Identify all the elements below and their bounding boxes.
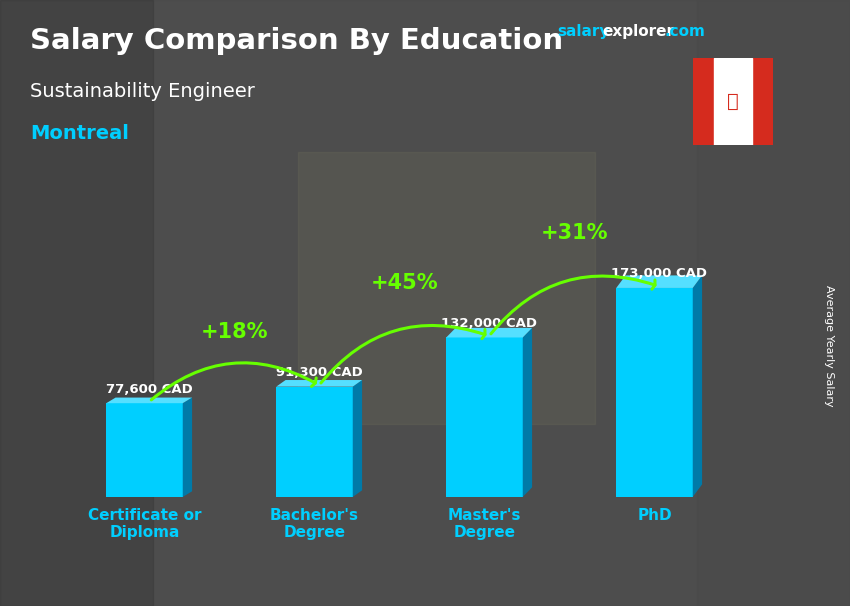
- Text: 173,000 CAD: 173,000 CAD: [611, 267, 707, 281]
- Polygon shape: [106, 403, 183, 497]
- Polygon shape: [616, 288, 693, 497]
- Text: Montreal: Montreal: [30, 124, 128, 143]
- Polygon shape: [523, 328, 532, 497]
- Text: explorer: explorer: [603, 24, 675, 39]
- Text: 🍁: 🍁: [728, 92, 739, 111]
- Text: 91,300 CAD: 91,300 CAD: [275, 366, 363, 379]
- Text: +31%: +31%: [541, 224, 608, 244]
- Bar: [298, 152, 595, 424]
- Text: +18%: +18%: [201, 322, 268, 342]
- Polygon shape: [183, 398, 192, 497]
- Text: 77,600 CAD: 77,600 CAD: [105, 382, 193, 396]
- Text: salary: salary: [557, 24, 609, 39]
- Text: 132,000 CAD: 132,000 CAD: [441, 317, 537, 330]
- Polygon shape: [616, 275, 702, 288]
- Bar: [752, 58, 774, 145]
- Polygon shape: [446, 328, 532, 338]
- Polygon shape: [276, 380, 362, 387]
- Text: Average Yearly Salary: Average Yearly Salary: [824, 285, 834, 406]
- Polygon shape: [693, 275, 702, 497]
- Text: Salary Comparison By Education: Salary Comparison By Education: [30, 27, 563, 55]
- Polygon shape: [276, 387, 353, 497]
- Bar: [714, 58, 752, 145]
- Text: +45%: +45%: [371, 273, 438, 293]
- Bar: [0, 0, 153, 606]
- Polygon shape: [106, 398, 192, 403]
- Bar: [697, 0, 850, 606]
- Text: Sustainability Engineer: Sustainability Engineer: [30, 82, 255, 101]
- Polygon shape: [446, 338, 523, 497]
- Bar: [693, 58, 714, 145]
- Polygon shape: [353, 380, 362, 497]
- Text: .com: .com: [665, 24, 706, 39]
